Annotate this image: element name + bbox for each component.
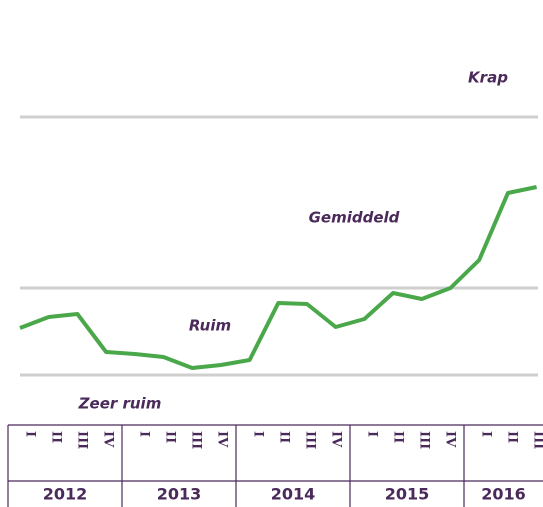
annotation: Zeer ruim [78,395,162,413]
year-label: 2016 [481,485,526,504]
year-label: 2012 [43,485,88,504]
year-label: 2014 [271,485,316,504]
quarter-label: II [277,431,292,443]
quarter-label: III [75,431,90,449]
year-label: 2015 [385,485,430,504]
quarter-label: III [189,431,204,449]
year-label: 2013 [157,485,202,504]
quarter-label: III [303,431,318,449]
quarter-label: I [365,431,380,437]
quarter-label: III [531,431,543,449]
annotation: Gemiddeld [309,209,400,227]
quarter-label: IV [329,431,344,448]
quarter-label: I [137,431,152,437]
axis-frame [7,424,543,507]
quarter-label: I [23,431,38,437]
quarter-label: II [163,431,178,443]
quarter-label: IV [101,431,116,448]
quarter-label: II [391,431,406,443]
quarter-label: III [417,431,432,449]
quarter-label: II [505,431,520,443]
annotation: Ruim [189,317,231,335]
quarter-label: IV [443,431,458,448]
quarter-label: II [49,431,64,443]
annotation: Krap [468,69,508,87]
data-line [19,185,538,370]
quarter-label: I [251,431,266,437]
quarter-label: IV [215,431,230,448]
quarter-label: I [479,431,494,437]
